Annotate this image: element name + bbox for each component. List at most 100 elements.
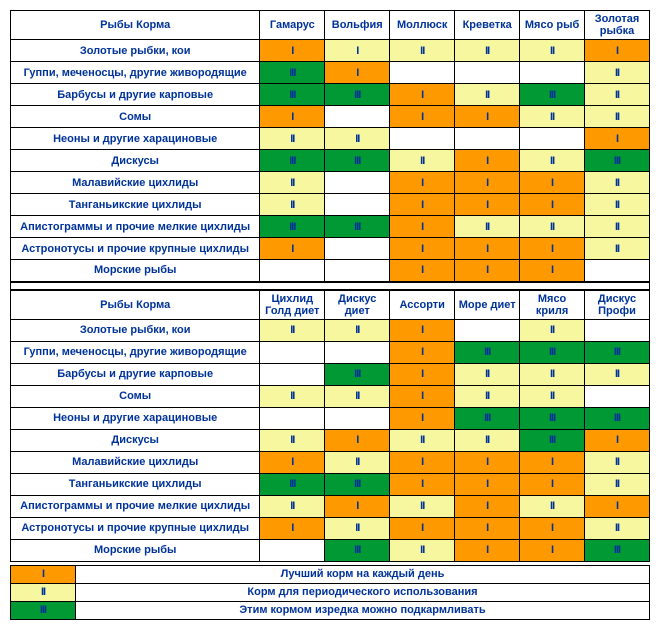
table-row: Морские рыбыIIIIIIIIII — [11, 539, 650, 561]
rating-mark: I — [421, 89, 423, 101]
table-row: Апистограммы и прочие мелкие цихлидыIIII… — [11, 495, 650, 517]
rating-cell: I — [260, 451, 325, 473]
rating-cell: I — [455, 106, 520, 128]
rating-mark: II — [615, 368, 619, 380]
rating-mark: II — [355, 324, 359, 336]
rating-mark: I — [421, 346, 423, 358]
feed-compatibility-table: Рыбы КормаГамарусВольфияМоллюскКреветкаМ… — [10, 10, 650, 562]
rating-mark: II — [420, 45, 424, 57]
rating-mark: II — [550, 368, 554, 380]
rating-cell: II — [325, 385, 390, 407]
rating-cell — [390, 62, 455, 84]
rating-mark: I — [356, 67, 358, 79]
rating-cell: II — [585, 363, 650, 385]
rating-mark: II — [420, 434, 424, 446]
rating-cell: I — [455, 539, 520, 561]
rating-mark: II — [550, 111, 554, 123]
rating-mark: I — [486, 500, 488, 512]
rating-mark: II — [485, 89, 489, 101]
fish-label: Морские рыбы — [11, 539, 260, 561]
rating-cell: III — [260, 62, 325, 84]
rating-mark: I — [356, 45, 358, 57]
rating-cell — [260, 341, 325, 363]
rating-cell — [455, 319, 520, 341]
rating-mark: I — [486, 243, 488, 255]
corner-header: Рыбы Корма — [11, 11, 260, 40]
legend-swatch: I — [11, 565, 76, 583]
table-row: Апистограммы и прочие мелкие цихлидыIIII… — [11, 216, 650, 238]
rating-cell: II — [585, 194, 650, 216]
column-header: Море диет — [455, 290, 520, 320]
rating-mark: I — [421, 522, 423, 534]
rating-mark: I — [421, 264, 423, 276]
rating-cell — [260, 407, 325, 429]
rating-mark: II — [485, 221, 489, 233]
rating-cell — [325, 172, 390, 194]
table-row: Барбусы и другие карповыеIIIIIIIIII — [11, 363, 650, 385]
rating-mark: II — [615, 456, 619, 468]
rating-cell: III — [325, 539, 390, 561]
rating-mark: II — [355, 456, 359, 468]
rating-mark: III — [289, 155, 295, 167]
rating-mark: I — [616, 45, 618, 57]
rating-cell: II — [325, 451, 390, 473]
rating-mark: II — [41, 586, 45, 598]
table-row: Золотые рыбки, коиIIIIIIIII — [11, 40, 650, 62]
fish-label: Золотые рыбки, кои — [11, 40, 260, 62]
rating-mark: II — [615, 478, 619, 490]
fish-label: Сомы — [11, 106, 260, 128]
rating-cell — [325, 407, 390, 429]
column-header: Золотая рыбка — [585, 11, 650, 40]
table-row: Морские рыбыIII — [11, 260, 650, 282]
column-header: Дискус диет — [325, 290, 390, 320]
table-row: Танганьикские цихлидыIIIIIIIIIII — [11, 473, 650, 495]
rating-cell: I — [585, 128, 650, 150]
fish-label: Барбусы и другие карповые — [11, 363, 260, 385]
table-row: Неоны и другие харациновыеIIIII — [11, 128, 650, 150]
rating-cell: II — [520, 40, 585, 62]
rating-cell: III — [325, 84, 390, 106]
fish-label: Малавийские цихлиды — [11, 451, 260, 473]
rating-cell: II — [585, 517, 650, 539]
rating-mark: III — [614, 155, 620, 167]
rating-cell: I — [585, 429, 650, 451]
rating-cell: I — [390, 473, 455, 495]
table-row: Астронотусы и прочие крупные цихлидыIIII… — [11, 238, 650, 260]
rating-cell: I — [520, 194, 585, 216]
rating-cell: I — [455, 451, 520, 473]
rating-mark: II — [355, 390, 359, 402]
rating-mark: I — [291, 243, 293, 255]
rating-mark: I — [616, 133, 618, 145]
rating-cell — [325, 260, 390, 282]
rating-mark: I — [486, 111, 488, 123]
rating-cell: I — [585, 40, 650, 62]
fish-label: Морские рыбы — [11, 260, 260, 282]
rating-cell: I — [390, 407, 455, 429]
rating-cell: II — [325, 517, 390, 539]
rating-mark: III — [549, 434, 555, 446]
rating-cell: II — [520, 216, 585, 238]
rating-cell: I — [520, 473, 585, 495]
rating-cell: I — [455, 194, 520, 216]
rating-mark: I — [421, 111, 423, 123]
table-row: СомыIIIIIII — [11, 106, 650, 128]
rating-mark: II — [290, 434, 294, 446]
rating-cell: II — [520, 319, 585, 341]
rating-mark: III — [354, 368, 360, 380]
rating-mark: II — [615, 522, 619, 534]
rating-mark: III — [354, 155, 360, 167]
rating-cell: III — [585, 539, 650, 561]
rating-cell: III — [585, 341, 650, 363]
rating-mark: I — [42, 568, 44, 580]
rating-mark: II — [615, 89, 619, 101]
fish-label: Астронотусы и прочие крупные цихлиды — [11, 238, 260, 260]
rating-mark: II — [290, 199, 294, 211]
rating-cell — [520, 62, 585, 84]
rating-cell: II — [585, 62, 650, 84]
rating-cell: I — [585, 495, 650, 517]
rating-mark: I — [421, 243, 423, 255]
fish-label: Танганьикские цихлиды — [11, 194, 260, 216]
rating-mark: II — [290, 324, 294, 336]
rating-cell: II — [520, 385, 585, 407]
rating-cell: II — [455, 385, 520, 407]
